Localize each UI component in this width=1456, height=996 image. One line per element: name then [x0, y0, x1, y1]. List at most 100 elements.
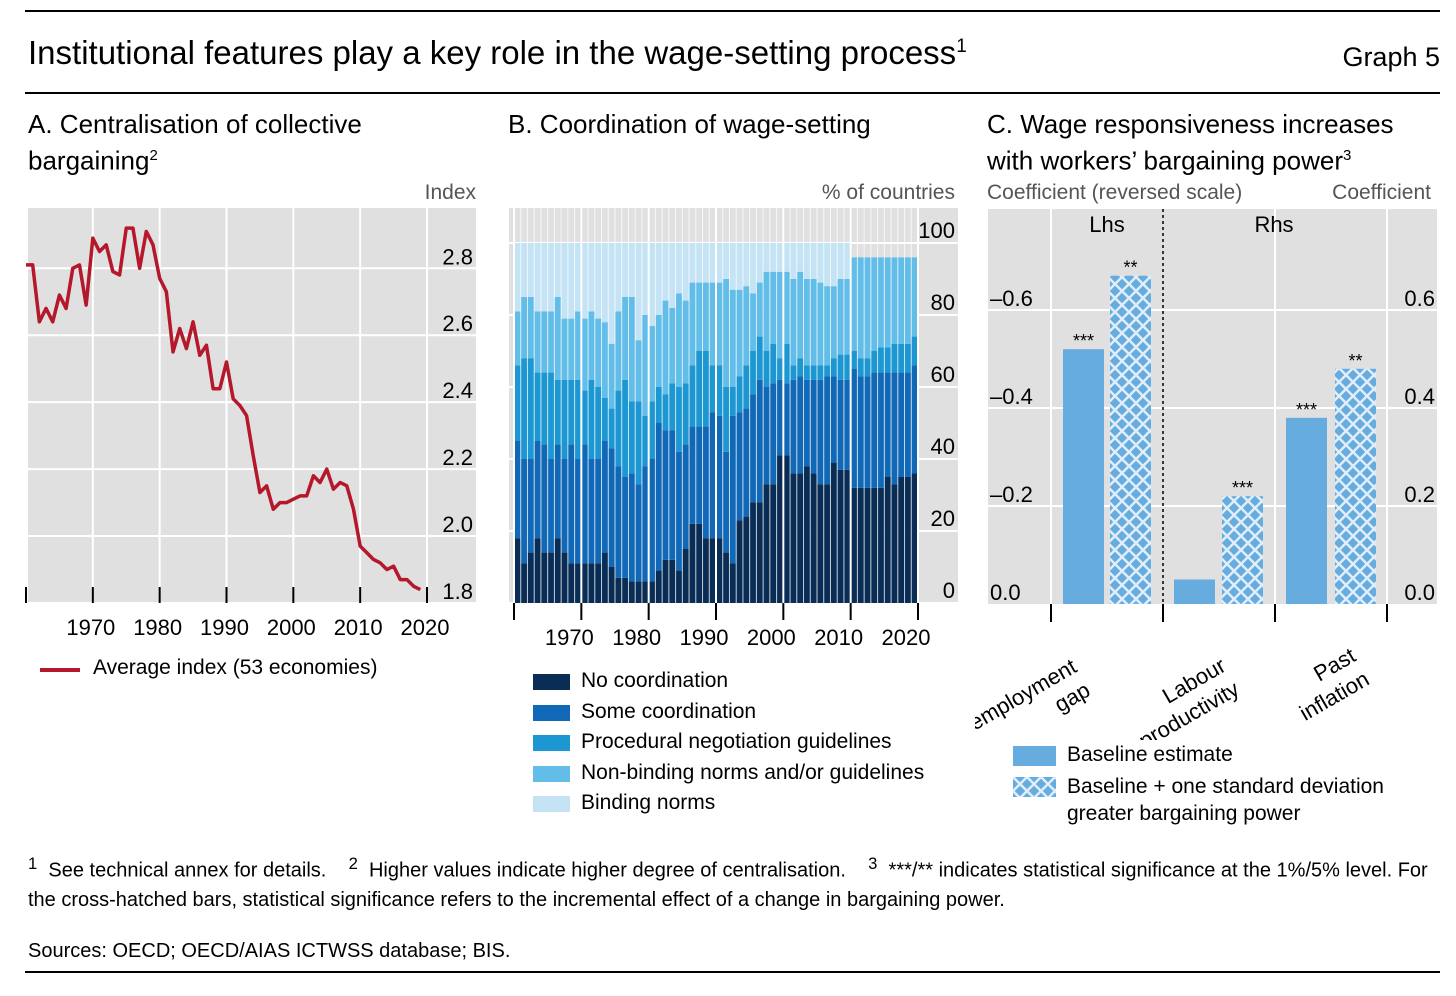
- y-tick-label: 2.2: [442, 445, 473, 470]
- legend-label: Procedural negotiation guidelines: [581, 730, 892, 753]
- panel-b-title: B. Coordination of wage-setting: [508, 109, 871, 139]
- bar-segment-no-coordination: [823, 484, 831, 603]
- bar-segment-no-coordination: [561, 552, 568, 603]
- legend-hatched-line1: Baseline + one standard deviation: [1067, 775, 1384, 798]
- bar-segment-no-coordination: [547, 552, 555, 603]
- bar-segment-binding-norms: [736, 243, 743, 290]
- bar-segment-some-coordination: [567, 444, 575, 564]
- header-rule: [25, 92, 1440, 94]
- bar-segment-some-coordination: [621, 477, 629, 578]
- right-y-tick-label: 0.4: [1404, 384, 1435, 409]
- bar-segment-some-coordination: [655, 423, 663, 571]
- bar-segment-binding-norms: [520, 243, 528, 297]
- bar-baseline: [1063, 349, 1104, 604]
- bar-segment-non-binding-norms-and-or-guidelines: [709, 282, 716, 366]
- bar-segment-binding-norms: [722, 243, 730, 279]
- bar-segment-binding-norms: [823, 243, 831, 287]
- legend-swatch: [533, 796, 570, 812]
- bar-segment-non-binding-norms-and-or-guidelines: [689, 282, 696, 366]
- bar-segment-some-coordination: [870, 372, 878, 488]
- bar-segment-some-coordination: [574, 459, 582, 564]
- bar-segment-non-binding-norms-and-or-guidelines: [843, 279, 851, 355]
- bar-segment-some-coordination: [628, 473, 636, 582]
- bar-segment-binding-norms: [689, 243, 696, 283]
- title-text: Institutional features play a key role i…: [28, 34, 957, 71]
- bar-segment-no-coordination: [803, 466, 811, 603]
- bar-segment-procedural-negotiation-guidelines: [567, 379, 575, 445]
- bar-baseline: [1286, 417, 1327, 604]
- bar-segment-some-coordination: [540, 444, 548, 553]
- bar-segment-binding-norms: [756, 243, 764, 283]
- panel-a-title: A. Centralisation of collective bargaini…: [28, 109, 498, 177]
- panel-c-right-unit: Coefficient: [1332, 181, 1431, 204]
- bar-segment-no-coordination: [729, 563, 737, 603]
- significance-stars: ***: [1296, 400, 1317, 420]
- legend-baseline: Baseline estimate: [1067, 743, 1233, 766]
- bar-segment-non-binding-norms-and-or-guidelines: [904, 257, 912, 344]
- bar-segment-no-coordination: [817, 484, 824, 603]
- legend-swatch: [533, 735, 570, 751]
- footnote-1: See technical annex for details.: [48, 859, 327, 882]
- bar-segment-some-coordination: [520, 459, 528, 564]
- bar-segment-procedural-negotiation-guidelines: [783, 343, 791, 384]
- bar-segment-non-binding-norms-and-or-guidelines: [601, 322, 609, 398]
- y-tick-label: 2.0: [442, 512, 473, 537]
- bar-segment-procedural-negotiation-guidelines: [884, 347, 892, 373]
- legend-baseline-swatch: [1013, 746, 1056, 766]
- bar-segment-procedural-negotiation-guidelines: [702, 351, 710, 427]
- bar-segment-non-binding-norms-and-or-guidelines: [547, 311, 555, 373]
- bar-segment-procedural-negotiation-guidelines: [520, 358, 528, 459]
- bar-segment-no-coordination: [689, 523, 696, 603]
- bar-segment-binding-norms: [547, 243, 555, 312]
- bar-segment-non-binding-norms-and-or-guidelines: [722, 279, 730, 387]
- bar-segment-some-coordination: [769, 383, 777, 485]
- bar-segment-some-coordination: [783, 383, 791, 456]
- bar-segment-procedural-negotiation-guidelines: [823, 365, 831, 377]
- bar-segment-non-binding-norms-and-or-guidelines: [655, 315, 663, 387]
- bar-segment-binding-norms: [843, 243, 851, 279]
- panel-a-unit: Index: [424, 181, 476, 204]
- bar-segment-non-binding-norms-and-or-guidelines: [594, 318, 602, 387]
- bar-segment-no-coordination: [534, 538, 541, 603]
- bar-segment-no-coordination: [648, 581, 656, 603]
- bar-segment-procedural-negotiation-guidelines: [540, 372, 548, 445]
- bar-segment-some-coordination: [722, 451, 730, 553]
- bar-segment-procedural-negotiation-guidelines: [601, 397, 609, 441]
- left-y-tick-label: –0.4: [990, 384, 1033, 409]
- bar-segment-some-coordination: [662, 430, 669, 560]
- bar-segment-binding-norms: [682, 243, 690, 301]
- right-y-tick-label: 0.6: [1404, 286, 1435, 311]
- bar-segment-binding-norms: [567, 243, 575, 319]
- bar-segment-no-coordination: [574, 563, 582, 603]
- bar-segment-procedural-negotiation-guidelines: [749, 351, 757, 395]
- x-tick-label: 2010: [814, 625, 863, 650]
- panel-c-footnote-mark: 3: [1342, 147, 1352, 164]
- bar-segment-some-coordination: [554, 444, 562, 539]
- bar-segment-procedural-negotiation-guidelines: [574, 379, 582, 459]
- bar-segment-no-coordination: [594, 563, 602, 603]
- bar-segment-binding-norms: [810, 243, 817, 279]
- bar-segment-non-binding-norms-and-or-guidelines: [628, 297, 636, 402]
- bar-segment-binding-norms: [709, 243, 716, 283]
- bar-segment-procedural-negotiation-guidelines: [810, 365, 817, 380]
- x-tick-label: 1980: [612, 625, 661, 650]
- bar-segment-some-coordination: [547, 459, 555, 553]
- bar-segment-some-coordination: [702, 426, 710, 539]
- bar-segment-some-coordination: [830, 376, 838, 463]
- bar-segment-procedural-negotiation-guidelines: [662, 394, 669, 431]
- footnote-3a: ***/** indicates statistical significanc…: [888, 859, 1271, 882]
- bar-segment-procedural-negotiation-guidelines: [682, 383, 690, 445]
- footnote-3-mark: 3: [868, 854, 878, 873]
- bar-segment-no-coordination: [702, 538, 710, 603]
- bar-segment-some-coordination: [601, 441, 609, 553]
- bar-segment-procedural-negotiation-guidelines: [615, 390, 622, 467]
- bar-segment-no-coordination: [635, 581, 642, 603]
- bar-segment-binding-norms: [702, 243, 710, 283]
- bar-segment-procedural-negotiation-guidelines: [769, 343, 777, 384]
- y-tick-label: 2.8: [442, 244, 473, 269]
- bar-segment-some-coordination: [594, 459, 602, 564]
- bar-segment-procedural-negotiation-guidelines: [635, 401, 642, 485]
- bar-segment-non-binding-norms-and-or-guidelines: [796, 271, 804, 359]
